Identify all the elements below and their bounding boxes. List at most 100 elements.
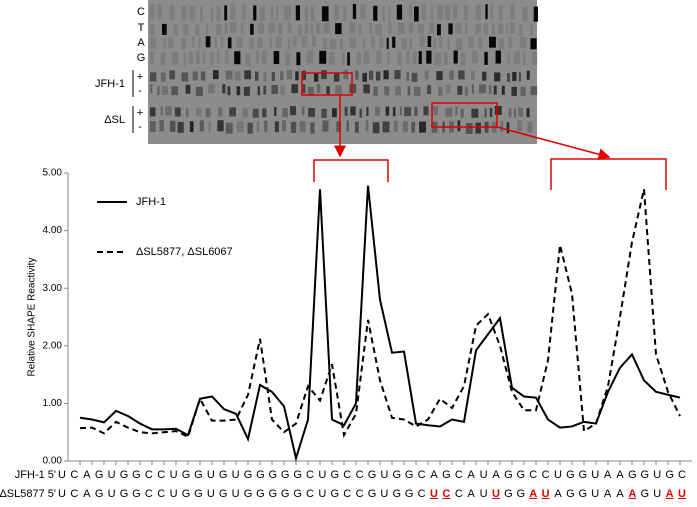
nucleotide: G — [628, 469, 637, 481]
gel-band — [224, 5, 228, 21]
gel-band — [458, 70, 465, 80]
gel-band — [333, 72, 340, 82]
gel-band — [493, 85, 497, 95]
region-bracket — [550, 158, 667, 190]
gel-band — [225, 122, 233, 134]
nucleotide: U — [170, 488, 178, 500]
gel-band — [460, 52, 466, 66]
gel-band — [407, 86, 411, 96]
gel-band — [455, 38, 463, 50]
gel-band — [489, 107, 493, 117]
gel-band — [406, 72, 409, 82]
region-bracket — [313, 159, 389, 182]
gel-band — [244, 70, 252, 80]
gel-band — [280, 85, 285, 95]
gel-band — [356, 52, 362, 66]
gel-band — [436, 71, 443, 81]
lane-label: A — [137, 37, 145, 49]
gel-band — [349, 37, 356, 49]
gel-band — [177, 121, 184, 133]
gel-band — [445, 5, 451, 21]
gel-band — [237, 121, 244, 133]
gel-band — [397, 52, 403, 66]
gel-band — [254, 71, 259, 81]
gel-band — [401, 38, 407, 50]
gel-band — [255, 50, 259, 64]
gel-band — [195, 50, 200, 64]
gel-band — [252, 108, 259, 118]
nucleotide: G — [393, 469, 402, 481]
gel-band — [382, 6, 385, 22]
gel-band — [174, 107, 181, 117]
gel-band — [397, 23, 405, 35]
nucleotide: G — [244, 488, 253, 500]
gel-band — [455, 106, 458, 116]
nucleotide: G — [132, 488, 141, 500]
gel-band — [208, 121, 211, 133]
gel-band — [349, 22, 356, 34]
gel-band — [227, 37, 232, 49]
lane-label: T — [138, 22, 145, 34]
gel-band — [269, 37, 273, 49]
gel-band — [413, 86, 421, 96]
gel-band — [366, 106, 369, 116]
gel-band — [418, 51, 422, 65]
gel-band — [250, 23, 254, 35]
gel-band — [419, 36, 425, 48]
gel-band — [360, 4, 366, 20]
gel-band — [326, 86, 330, 96]
nucleotide: G — [244, 469, 253, 481]
y-tick-label: 1.00 — [43, 398, 63, 409]
nucleotide: A — [468, 488, 476, 500]
gel-band — [224, 50, 229, 64]
gel-band — [321, 108, 327, 118]
gel-band — [465, 23, 468, 35]
nucleotide: C — [542, 469, 550, 481]
gel-band — [434, 52, 442, 66]
nucleotide: A — [529, 488, 537, 500]
nucleotide: U — [554, 469, 562, 481]
gel-band — [275, 6, 279, 22]
gel-band — [334, 4, 340, 20]
gel-band — [522, 51, 526, 65]
gel-band — [421, 4, 427, 20]
gel-band — [192, 36, 195, 48]
gel-band — [395, 86, 401, 96]
nucleotide: G — [293, 488, 302, 500]
gel-band — [306, 50, 314, 64]
gel-band — [396, 4, 403, 20]
gel-band — [200, 6, 203, 22]
gel-band — [217, 120, 224, 132]
gel-band — [299, 121, 306, 133]
nucleotide: A — [616, 488, 624, 500]
gel-band — [505, 23, 508, 35]
gel-band — [349, 84, 357, 94]
nucleotide: A — [628, 488, 636, 500]
gel-band — [472, 50, 478, 64]
gel-band — [322, 38, 328, 50]
gel-band — [449, 70, 454, 80]
gel-band — [491, 23, 495, 35]
nucleotide: C — [70, 488, 78, 500]
gel-band — [263, 85, 267, 95]
gel-band — [479, 84, 486, 94]
nucleotide: G — [579, 488, 588, 500]
gel-band — [376, 50, 382, 64]
gel-image — [148, 0, 537, 144]
lane-label: C — [137, 6, 145, 18]
gel-band — [443, 51, 448, 65]
nucleotide: A — [554, 488, 562, 500]
nucleotide: U — [58, 488, 66, 500]
gel-band — [399, 106, 402, 116]
gel-band — [249, 38, 254, 50]
gel-band — [339, 38, 344, 50]
gel-band — [264, 120, 268, 132]
nucleotide: G — [368, 469, 377, 481]
nucleotide: G — [95, 469, 104, 481]
gel-band — [169, 70, 175, 80]
gel-band — [285, 52, 291, 66]
gel-band — [284, 5, 291, 21]
nucleotide: G — [194, 469, 203, 481]
nucleotide: G — [194, 488, 203, 500]
